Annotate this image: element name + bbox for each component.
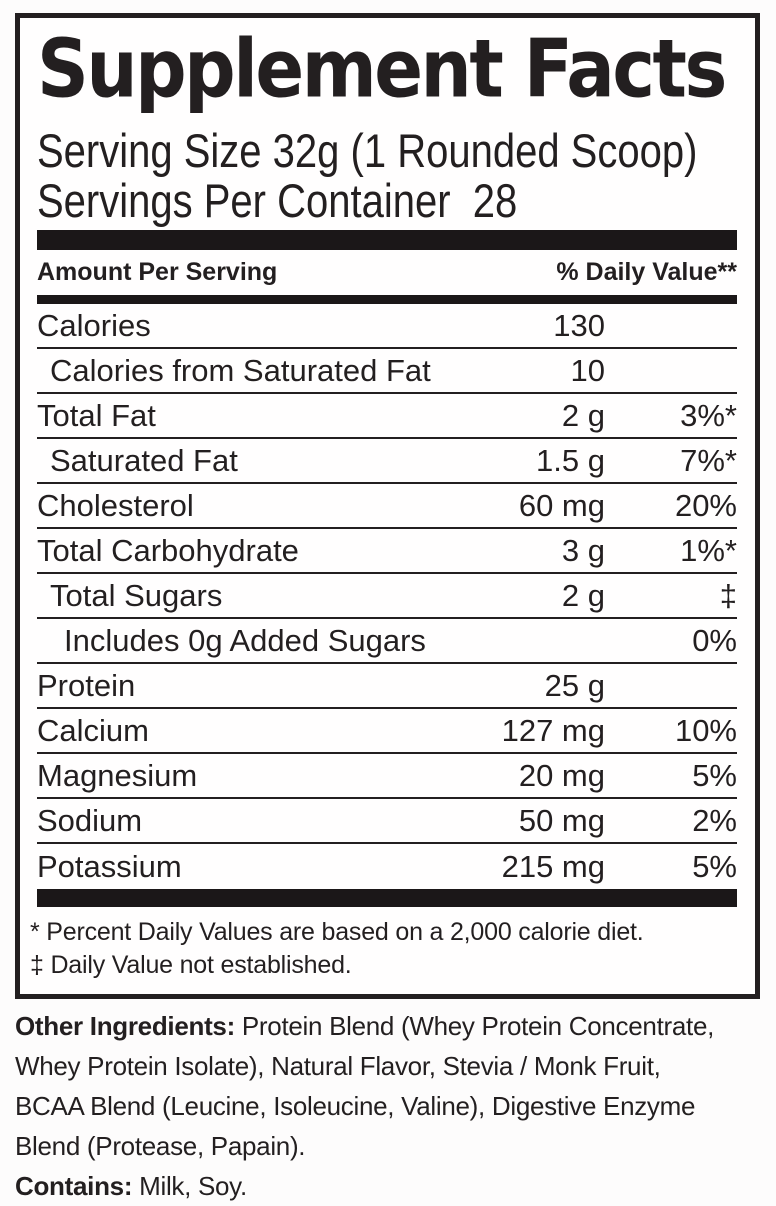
nutrient-amount: 20 mg (518, 757, 605, 793)
nutrient-dv: 3%* (680, 397, 737, 433)
nutrient-name: Includes 0g Added Sugars (64, 622, 426, 658)
other-ingredients-line-1: Other Ingredients: Protein Blend (Whey P… (15, 1006, 775, 1046)
other-ingredients-line-4: Blend (Protease, Papain). (15, 1131, 306, 1161)
table-row: Calories from Saturated Fat 10 (37, 349, 737, 394)
table-row: Sodium 50 mg 2% (37, 799, 737, 844)
contains-label: Contains: (15, 1171, 133, 1201)
table-row: Saturated Fat 1.5 g 7%* (37, 439, 737, 484)
nutrient-amount: 130 (553, 307, 605, 343)
contains-line: Contains: Milk, Soy. (15, 1166, 775, 1206)
nutrient-dv: 0% (692, 622, 737, 658)
nutrient-amount: 215 mg (501, 848, 605, 884)
nutrient-dv: ‡ (719, 577, 737, 613)
thick-separator-bar-top (37, 230, 737, 250)
amount-per-serving-header: Amount Per Serving (37, 258, 278, 286)
other-ingredients-line-2: Whey Protein Isolate), Natural Flavor, S… (15, 1051, 661, 1081)
nutrient-amount: 2 g (561, 577, 605, 613)
nutrient-amount: 60 mg (518, 487, 605, 523)
table-row: Includes 0g Added Sugars 0% (37, 619, 737, 664)
nutrient-table: Calories 130 Calories from Saturated Fat… (37, 304, 737, 889)
table-row: Potassium 215 mg 5% (37, 844, 737, 889)
nutrient-name: Protein (37, 667, 136, 703)
table-row: Total Fat 2 g 3%* (37, 394, 737, 439)
nutrient-dv: 5% (692, 848, 737, 884)
nutrient-name: Potassium (37, 848, 182, 884)
nutrient-amount: 127 mg (501, 712, 605, 748)
nutrient-amount: 3 g (561, 532, 605, 568)
table-row: Calcium 127 mg 10% (37, 709, 737, 754)
nutrient-amount: 2 g (561, 397, 605, 433)
serving-size-line: Serving Size 32g (1 Rounded Scoop) (37, 125, 698, 178)
nutrient-name: Total Fat (37, 397, 156, 433)
nutrient-amount: 25 g (544, 667, 605, 703)
table-row: Protein 25 g (37, 664, 737, 709)
servings-per-container-line: Servings Per Container 28 (37, 175, 518, 228)
nutrient-name: Calcium (37, 712, 149, 748)
nutrient-name: Cholesterol (37, 487, 194, 523)
daily-value-header: % Daily Value** (556, 258, 737, 286)
nutrient-dv: 2% (692, 802, 737, 838)
other-ingredients-line-3: BCAA Blend (Leucine, Isoleucine, Valine)… (15, 1091, 696, 1121)
nutrient-amount: 50 mg (518, 802, 605, 838)
supplement-facts-title: Supplement Facts (37, 21, 727, 116)
nutrient-name: Total Sugars (50, 577, 223, 613)
nutrient-dv: 7%* (680, 442, 737, 478)
nutrient-dv: 10% (674, 712, 737, 748)
thick-separator-bar-bottom (37, 889, 737, 907)
nutrient-name: Sodium (37, 802, 143, 838)
header-underline-bar (37, 295, 737, 304)
table-row: Cholesterol 60 mg 20% (37, 484, 737, 529)
footnote-dv-not-established: ‡ Daily Value not established. (30, 951, 352, 979)
nutrient-name: Total Carbohydrate (37, 532, 299, 568)
nutrient-name: Calories from Saturated Fat (50, 352, 431, 388)
nutrient-name: Magnesium (37, 757, 198, 793)
table-row: Magnesium 20 mg 5% (37, 754, 737, 799)
table-row: Total Carbohydrate 3 g 1%* (37, 529, 737, 574)
nutrient-dv: 20% (674, 487, 737, 523)
contains-text: Milk, Soy. (132, 1171, 247, 1201)
nutrient-dv: 5% (692, 757, 737, 793)
table-row: Total Sugars 2 g ‡ (37, 574, 737, 619)
ingredients-block: Other Ingredients: Protein Blend (Whey P… (15, 1006, 775, 1206)
nutrient-amount: 1.5 g (536, 442, 605, 478)
footnote-daily-value-basis: * Percent Daily Values are based on a 2,… (30, 918, 644, 946)
supplement-facts-panel: Supplement Facts Serving Size 32g (1 Rou… (15, 13, 760, 999)
footnotes-block: * Percent Daily Values are based on a 2,… (30, 907, 737, 982)
nutrient-amount: 10 (570, 352, 605, 388)
nutrient-name: Calories (37, 307, 151, 343)
nutrient-name: Saturated Fat (50, 442, 238, 478)
other-ingredients-text-1: Protein Blend (Whey Protein Concentrate, (234, 1011, 715, 1041)
other-ingredients-label: Other Ingredients: (15, 1011, 235, 1041)
table-header-row: Amount Per Serving % Daily Value** (37, 250, 737, 295)
table-row: Calories 130 (37, 304, 737, 349)
nutrient-dv: 1%* (680, 532, 737, 568)
